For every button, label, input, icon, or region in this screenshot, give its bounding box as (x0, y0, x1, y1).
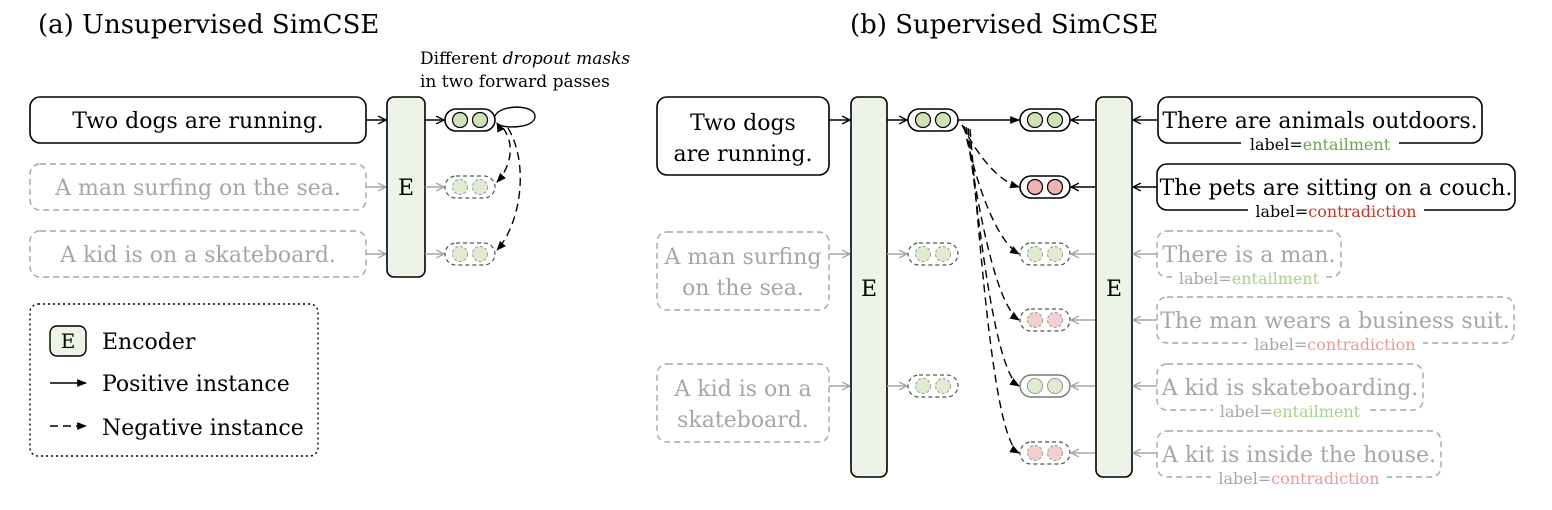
b-premise-box-3 (656, 363, 830, 443)
b-hypothesis-box-5 (1156, 363, 1424, 411)
b-hypothesis-embedding-2 (1019, 175, 1071, 199)
b-hypothesis-embedding-3 (1019, 242, 1071, 266)
b-premise-1-line2: are running. (674, 142, 813, 167)
b-label-bg-3 (1172, 269, 1326, 287)
panel-a: (a) Unsupervised SimCSE Different dropou… (29, 10, 630, 278)
b-premise-3-line2: skateboard. (677, 408, 809, 433)
a-embedding-3 (444, 242, 496, 266)
a-sentence-1: Two dogs are running. (72, 109, 324, 134)
b-premise-embedding-2 (907, 242, 959, 266)
a-embedding-2 (444, 175, 496, 199)
b-hypothesis-6: A kit is inside the house. (1161, 443, 1436, 468)
b-encoder-right (1095, 96, 1133, 478)
legend-positive-label: Positive instance (102, 372, 290, 397)
b-premise-box-2 (656, 231, 830, 311)
b-hypothesis-5: A kid is skateboarding. (1161, 376, 1419, 401)
legend-encoder-glyph: E (61, 329, 76, 353)
b-premise-embedding-3 (907, 374, 959, 398)
b-hypothesis-label-5: label=entailment (1220, 402, 1361, 421)
a-sentence-3: A kid is on a skateboard. (59, 243, 336, 268)
a-negative-arrow-2 (496, 127, 521, 251)
b-premise-2-line2: on the sea. (682, 276, 804, 301)
b-hypothesis-2: The pets are sitting on a couch. (1160, 176, 1513, 201)
panel-b-title: (b) Supervised SimCSE (850, 10, 1158, 40)
b-hypothesis-label-4: label=contradiction (1254, 335, 1415, 354)
b-hypothesis-embedding-1 (1019, 108, 1071, 132)
b-negative-arrow-2 (963, 125, 1020, 255)
b-hypothesis-label-1: label=entailment (1250, 135, 1391, 154)
dropout-note-line2: in two forward passes (420, 72, 610, 92)
a-sentence-2: A man surfing on the sea. (54, 176, 341, 201)
a-negative-arrow-1 (496, 127, 511, 183)
b-premise-3-line1: A kid is on a (673, 377, 811, 402)
b-hypothesis-embedding-4 (1019, 308, 1071, 332)
b-hypothesis-label-2: label=contradiction (1255, 202, 1416, 221)
b-negative-arrow-1 (961, 124, 1020, 189)
b-hypothesis-label-6: label=contradiction (1218, 469, 1379, 488)
b-hypothesis-label-3: label=entailment (1179, 269, 1320, 288)
b-hypothesis-4: The man wears a business suit. (1160, 309, 1510, 334)
legend-box (29, 303, 319, 457)
b-hypothesis-embedding-6 (1019, 441, 1071, 465)
legend: E Encoder Positive instance Negative ins… (29, 303, 319, 457)
b-encoder-right-label: E (1106, 277, 1122, 302)
legend-negative-label: Negative instance (102, 416, 304, 441)
b-premise-embedding-1 (907, 108, 959, 132)
b-label-bg-5 (1213, 402, 1367, 420)
a-encoder-label: E (398, 176, 414, 201)
b-label-bg-2 (1248, 202, 1424, 220)
b-hypothesis-3: There is a man. (1163, 243, 1336, 268)
b-negative-arrow-3 (965, 126, 1020, 321)
a-embedding-1 (444, 108, 496, 132)
dropout-note-line1: Different dropout masks (420, 49, 630, 69)
b-label-bg-6 (1211, 469, 1387, 487)
legend-encoder-swatch (49, 325, 87, 357)
b-negative-arrow-5 (969, 128, 1020, 454)
panel-a-title: (a) Unsupervised SimCSE (38, 10, 379, 40)
b-encoder-left-label: E (861, 277, 877, 302)
b-label-bg-4 (1247, 335, 1423, 353)
b-encoder-left (850, 96, 888, 478)
legend-encoder-label: Encoder (102, 330, 196, 355)
b-label-bg-1 (1241, 135, 1399, 153)
b-premise-box-1 (656, 96, 830, 176)
b-hypothesis-1: There are animals outdoors. (1162, 109, 1477, 134)
b-hypothesis-embedding-5 (1019, 374, 1071, 398)
a-positive-loop (494, 106, 536, 133)
b-premise-2-line1: A man surfing (664, 245, 822, 270)
panel-b: (b) Supervised SimCSE Two dogs are runni… (656, 10, 1516, 488)
b-negative-arrow-4 (967, 127, 1020, 387)
b-premise-1-line1: Two dogs (690, 111, 796, 136)
